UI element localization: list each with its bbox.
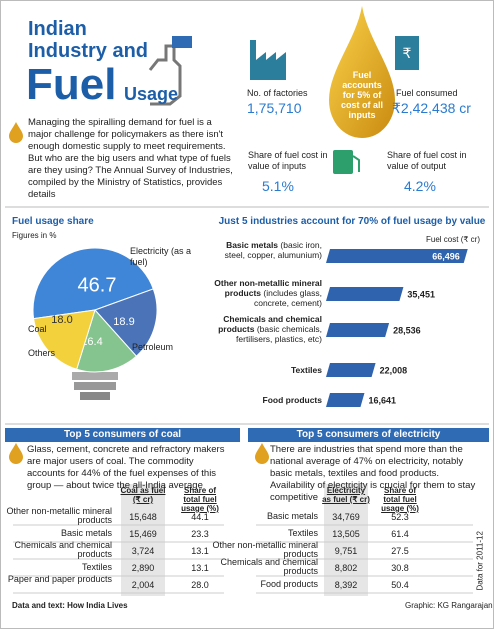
- column-header: Share of total fuel usage (%): [381, 486, 419, 513]
- row-label: Other non-metallic mineral products: [6, 506, 112, 525]
- cell: 3,724: [131, 546, 155, 556]
- chart-title: Just 5 industries account for 70% of fue…: [218, 216, 486, 227]
- title: Industry and: [28, 40, 149, 62]
- cell: 13.1: [191, 546, 209, 556]
- cell: 13.1: [191, 563, 209, 573]
- category-note: (includes glass, concrete, cement): [253, 288, 322, 308]
- stat-label: No. of factories: [247, 88, 308, 98]
- svg-text:₹: ₹: [403, 45, 412, 61]
- title: Fuel: [26, 60, 117, 109]
- row-label: Chemicals and chemical products: [14, 540, 112, 559]
- bar: [326, 287, 404, 301]
- table-title: Top 5 consumers of coal: [5, 428, 240, 442]
- value-label: 28,536: [393, 325, 421, 335]
- category-label: Electricity (as a fuel): [130, 246, 192, 267]
- bar: [326, 363, 376, 377]
- value-label: 35,451: [407, 289, 435, 299]
- chart-subtitle: Figures in %: [12, 231, 57, 240]
- bar: [326, 393, 365, 407]
- credit: Graphic: KG Rangarajan: [405, 601, 493, 610]
- stat-label: Share of fuel cost in value of inputs: [248, 150, 328, 171]
- category-note: (basic iron, steel, copper, alumunium): [224, 240, 322, 260]
- table-note: Data for 2011-12: [475, 531, 485, 591]
- cell: 50.4: [391, 580, 409, 590]
- cell: 15,648: [129, 512, 157, 522]
- cell: 8,392: [334, 580, 358, 590]
- cell: 2,004: [131, 580, 155, 590]
- row-label: Paper and paper products: [7, 574, 112, 584]
- stat-value: ₹2,42,438 cr: [392, 100, 471, 116]
- cell: 61.4: [391, 529, 409, 539]
- row-label: Food products: [260, 579, 318, 589]
- cell: 34,769: [332, 512, 360, 522]
- stat-label: Fuel consumed: [396, 88, 458, 98]
- column-header: Electricity as fuel (₹ cr): [322, 486, 370, 504]
- chart-title: Fuel usage share: [12, 216, 94, 227]
- column-shade: [324, 484, 368, 596]
- table-text: Glass, cement, concrete and refractory m…: [27, 444, 225, 491]
- cell: 2,890: [131, 563, 155, 573]
- pie-slice: [32, 247, 154, 320]
- value-label: 16.4: [81, 336, 102, 348]
- pie-slice: [94, 288, 158, 357]
- column-shade: [121, 484, 165, 596]
- cell: 27.5: [391, 546, 409, 556]
- row-label: Textiles: [287, 528, 318, 538]
- cell: 52.3: [391, 512, 409, 522]
- row-label: Textiles: [81, 562, 112, 572]
- bar: [326, 323, 390, 337]
- row-label: Basic metals: [60, 528, 112, 538]
- axis-label: Fuel cost (₹ cr): [426, 235, 480, 244]
- category-label: Others: [28, 348, 56, 358]
- cell: 13,505: [332, 529, 360, 539]
- column-header: Share of total fuel usage (%): [181, 486, 219, 513]
- drop-text: Fuel accounts for 5% of cost of all inpu…: [340, 70, 383, 120]
- category-label: Other non-metallic mineral products (inc…: [214, 278, 322, 308]
- category-label: Petroleum: [132, 342, 174, 352]
- cell: 44.1: [191, 512, 209, 522]
- category-label: Textiles: [290, 365, 322, 375]
- title: Indian: [28, 18, 87, 40]
- table-title: Top 5 consumers of electricity: [248, 428, 489, 442]
- cell: 28.0: [191, 580, 209, 590]
- stat-value: 1,75,710: [247, 100, 302, 116]
- table-text: There are industries that spend more tha…: [270, 444, 476, 503]
- stat-value: 4.2%: [404, 178, 436, 194]
- value-label: 18.9: [113, 316, 134, 328]
- stat-value: 5.1%: [262, 178, 294, 194]
- bar: [326, 249, 468, 263]
- pie-slice: [33, 309, 96, 370]
- value-label: 16,641: [368, 395, 396, 405]
- value-label: 22,008: [380, 365, 408, 375]
- row-label: Basic metals: [266, 511, 318, 521]
- source: Data and text: How India Lives: [12, 601, 128, 610]
- category-label: Coal: [28, 324, 47, 334]
- value-label: 18.0: [51, 314, 72, 326]
- stat-label: Share of fuel cost in value of output: [387, 150, 467, 171]
- cell: 8,802: [334, 563, 358, 573]
- category-label: Basic metals (basic iron, steel, copper,…: [224, 240, 322, 260]
- pie-slice: [76, 309, 138, 373]
- cell: 23.3: [191, 529, 209, 539]
- row-label: Chemicals and chemical products: [220, 557, 318, 576]
- title: Usage: [124, 84, 179, 104]
- intro: Managing the spiralling demand for fuel …: [28, 117, 233, 200]
- column-header: Coal as fuel (₹ cr): [120, 486, 166, 504]
- cell: 30.8: [391, 563, 409, 573]
- value-label: 46.7: [78, 274, 117, 296]
- cell: 9,751: [334, 546, 358, 556]
- value-label: 66,496: [432, 251, 460, 261]
- category-label: Food products: [262, 395, 323, 405]
- cell: 15,469: [129, 529, 157, 539]
- category-label: Chemicals and chemical products (basic c…: [218, 314, 322, 344]
- category-note: (basic chemicals, fertilisers, plastics,…: [236, 324, 322, 344]
- row-label: Other non-metallic mineral products: [212, 540, 318, 559]
